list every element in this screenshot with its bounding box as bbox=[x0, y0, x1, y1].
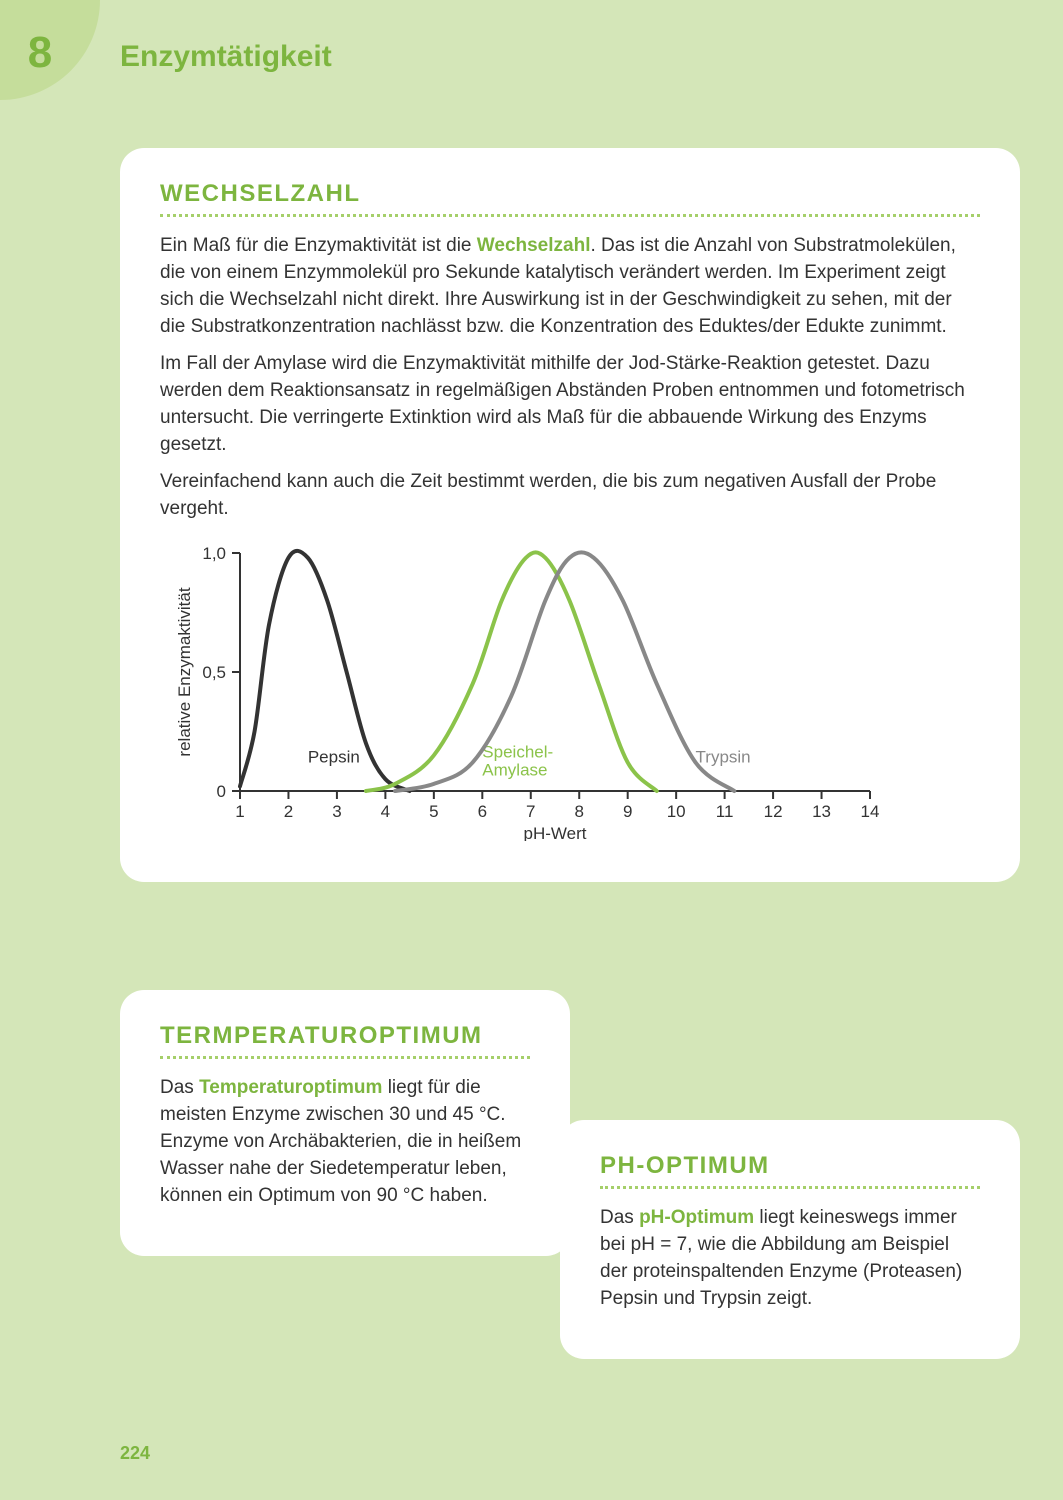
svg-text:Trypsin: Trypsin bbox=[696, 747, 751, 766]
divider bbox=[160, 1056, 530, 1059]
svg-text:12: 12 bbox=[764, 802, 783, 821]
svg-text:Pepsin: Pepsin bbox=[308, 747, 360, 766]
chapter-badge: 8 bbox=[0, 0, 100, 100]
svg-text:13: 13 bbox=[812, 802, 831, 821]
svg-text:pH-Wert: pH-Wert bbox=[524, 824, 587, 841]
heading-ph: PH-OPTIMUM bbox=[600, 1152, 980, 1180]
chapter-number: 8 bbox=[28, 28, 52, 78]
para-3: Vereinfachend kann auch die Zeit bestimm… bbox=[160, 469, 980, 523]
svg-text:1: 1 bbox=[235, 802, 244, 821]
enzyme-activity-chart: 00,51,01234567891011121314pH-Wertrelativ… bbox=[170, 541, 980, 846]
svg-text:9: 9 bbox=[623, 802, 632, 821]
text: Das bbox=[160, 1077, 199, 1098]
svg-text:7: 7 bbox=[526, 802, 535, 821]
card-wechselzahl: WECHSELZAHL Ein Maß für die Enzymaktivit… bbox=[120, 148, 1020, 882]
heading-wechselzahl: WECHSELZAHL bbox=[160, 180, 980, 208]
svg-text:6: 6 bbox=[478, 802, 487, 821]
svg-text:4: 4 bbox=[381, 802, 390, 821]
svg-text:0: 0 bbox=[217, 782, 226, 801]
svg-text:relative Enzymaktivität: relative Enzymaktivität bbox=[175, 587, 194, 756]
card-ph: PH-OPTIMUM Das pH-Optimum liegt keines­w… bbox=[560, 1120, 1020, 1359]
svg-text:8: 8 bbox=[574, 802, 583, 821]
svg-text:2: 2 bbox=[284, 802, 293, 821]
highlight-temperature: Temperaturoptimum bbox=[199, 1077, 382, 1098]
highlight-wechselzahl: Wechselzahl bbox=[477, 235, 591, 256]
svg-text:Speichel-: Speichel- bbox=[482, 742, 553, 761]
page-number: 224 bbox=[120, 1443, 150, 1464]
page-title: Enzymtätigkeit bbox=[120, 40, 332, 74]
text: Ein Maß für die Enzymaktivität ist die bbox=[160, 235, 477, 256]
svg-text:11: 11 bbox=[716, 802, 734, 821]
para-2: Im Fall der Amylase wird die Enzymaktivi… bbox=[160, 351, 980, 459]
card-temperature: TERMPERATUROPTIMUM Das Temperaturoptimum… bbox=[120, 990, 570, 1256]
svg-text:1,0: 1,0 bbox=[202, 544, 226, 563]
svg-text:Amylase: Amylase bbox=[482, 760, 547, 779]
svg-text:5: 5 bbox=[429, 802, 438, 821]
para-1: Ein Maß für die Enzymaktivität ist die W… bbox=[160, 233, 980, 341]
svg-text:3: 3 bbox=[332, 802, 341, 821]
highlight-ph: pH-Optimum bbox=[639, 1207, 754, 1228]
divider bbox=[160, 214, 980, 217]
heading-temperature: TERMPERATUROPTIMUM bbox=[160, 1022, 530, 1050]
svg-text:14: 14 bbox=[861, 802, 880, 821]
svg-text:10: 10 bbox=[667, 802, 686, 821]
text: Das bbox=[600, 1207, 639, 1228]
para-temp: Das Temperaturoptimum liegt für die meis… bbox=[160, 1075, 530, 1210]
para-ph: Das pH-Optimum liegt keines­wegs immer b… bbox=[600, 1205, 980, 1313]
divider bbox=[600, 1186, 980, 1189]
svg-text:0,5: 0,5 bbox=[202, 663, 226, 682]
